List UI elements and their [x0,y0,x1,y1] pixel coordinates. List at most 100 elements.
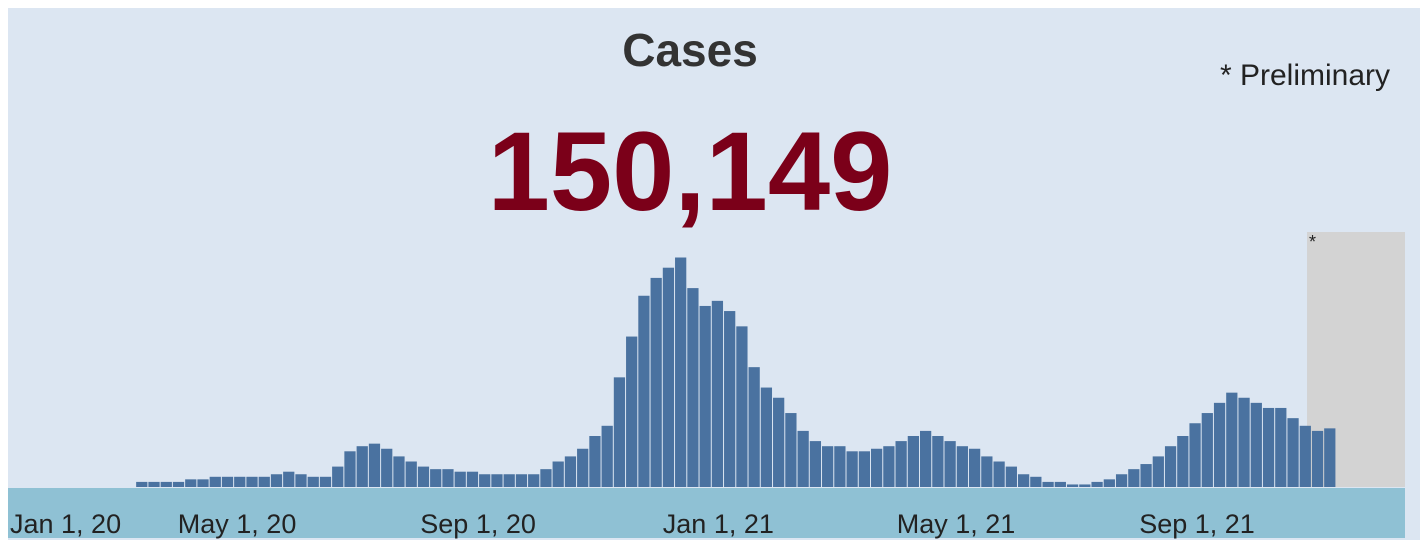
bar [1140,464,1152,487]
preliminary-region [1307,232,1405,487]
x-tick-label: May 1, 21 [897,509,1016,539]
bar [1128,469,1140,487]
bar [454,471,466,487]
bar [417,466,430,487]
bar [1213,402,1226,487]
x-tick-label: Jan 1, 20 [10,509,121,539]
bar [136,481,148,487]
x-tick-label: May 1, 20 [178,509,297,539]
bar [1079,484,1091,487]
bar [466,471,479,487]
bar [822,446,834,487]
headline: 150,149 [488,109,893,234]
bar [895,441,907,487]
bar [1017,474,1030,487]
bar [834,446,846,487]
bar [246,476,258,487]
bar [258,476,270,487]
bar [160,481,172,487]
bar [270,474,283,487]
bar [613,377,626,487]
bar [711,300,724,487]
bar [675,257,687,487]
bar [687,288,699,487]
bar [699,305,711,487]
bar [1311,430,1324,487]
bar [919,430,932,487]
bar [172,481,185,487]
bar [1164,446,1177,487]
bar [968,448,981,487]
bar [932,436,944,487]
bar [564,456,577,487]
bar [650,277,662,487]
bar [528,474,540,487]
bar [1103,479,1115,487]
bar [209,476,221,487]
bar [1066,484,1079,487]
bar [589,436,601,487]
bar [283,471,295,487]
x-tick-label: Jan 1, 21 [663,509,774,539]
bar [858,451,871,487]
bar [393,456,405,487]
bar [883,446,895,487]
bar [1091,481,1103,487]
bar [491,474,503,487]
x-axis-band [8,488,1405,538]
bar [1287,418,1299,487]
bar [405,461,417,487]
bar [1005,466,1017,487]
bar [626,336,638,487]
bar [319,476,332,487]
bar [724,311,736,487]
bar [577,448,589,487]
bar [1262,407,1275,487]
bar [1324,428,1336,487]
bar [993,461,1005,487]
x-tick-label: Sep 1, 21 [1139,509,1255,539]
bar [662,267,675,487]
bar [1201,413,1213,487]
bar [944,441,956,487]
bar [515,474,528,487]
bar [430,469,442,487]
note: * Preliminary [1220,59,1390,92]
bar [1054,481,1066,487]
bar [1226,392,1238,487]
bar [1189,423,1201,487]
bar [760,387,773,487]
bar [871,448,883,487]
bar [381,448,393,487]
bar [1115,474,1128,487]
bar [332,466,344,487]
bar [148,481,160,487]
bar [785,413,797,487]
bar [736,326,748,487]
chart-title: Cases [622,24,758,76]
bar [503,474,515,487]
bar [368,443,381,487]
bar [809,441,822,487]
bar [601,425,613,487]
bar [540,469,552,487]
bar [1152,456,1164,487]
preliminary-marker: * [1309,232,1316,252]
bar [846,451,858,487]
bar [295,474,307,487]
bar [479,474,491,487]
bar [773,397,785,487]
x-tick-label: Sep 1, 20 [420,509,536,539]
bar [344,451,356,487]
bar [1030,476,1042,487]
bar [197,479,209,487]
bar [1250,402,1262,487]
bar [185,479,197,487]
bar [981,456,993,487]
bar [956,446,968,487]
bar [1177,436,1189,487]
bar [638,295,650,487]
bar [1299,425,1311,487]
